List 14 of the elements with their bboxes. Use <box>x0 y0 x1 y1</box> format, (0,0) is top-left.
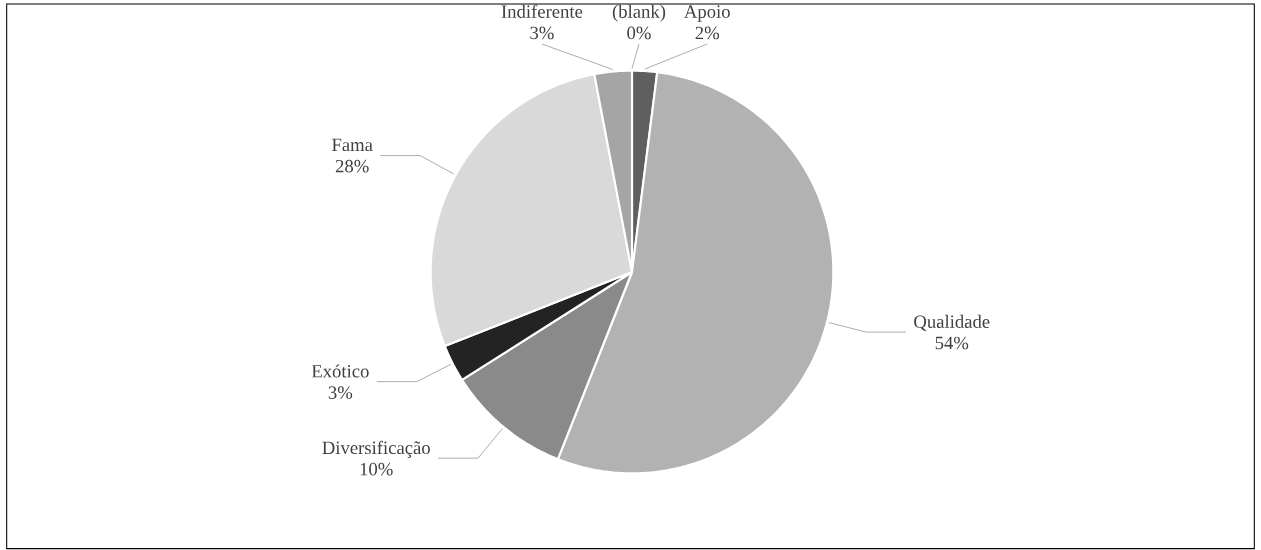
category-label: (blank) <box>612 4 666 22</box>
data-label: 2% <box>695 26 720 40</box>
slice-label: Fama <box>331 138 373 152</box>
data-label: 28% <box>335 159 369 173</box>
slice-label: Diversificação <box>322 440 430 458</box>
slice-label: Indiferente <box>501 4 583 18</box>
slice-label: Qualidade <box>914 314 990 331</box>
text: 0% <box>627 26 651 40</box>
slice-label: Exótico <box>311 364 369 378</box>
data-label: 10% <box>360 462 393 476</box>
data-label: 3% <box>328 386 353 399</box>
slice-label: Apoio <box>684 5 730 22</box>
data-label: 3% <box>530 26 554 40</box>
data-label: 54% <box>935 336 969 350</box>
